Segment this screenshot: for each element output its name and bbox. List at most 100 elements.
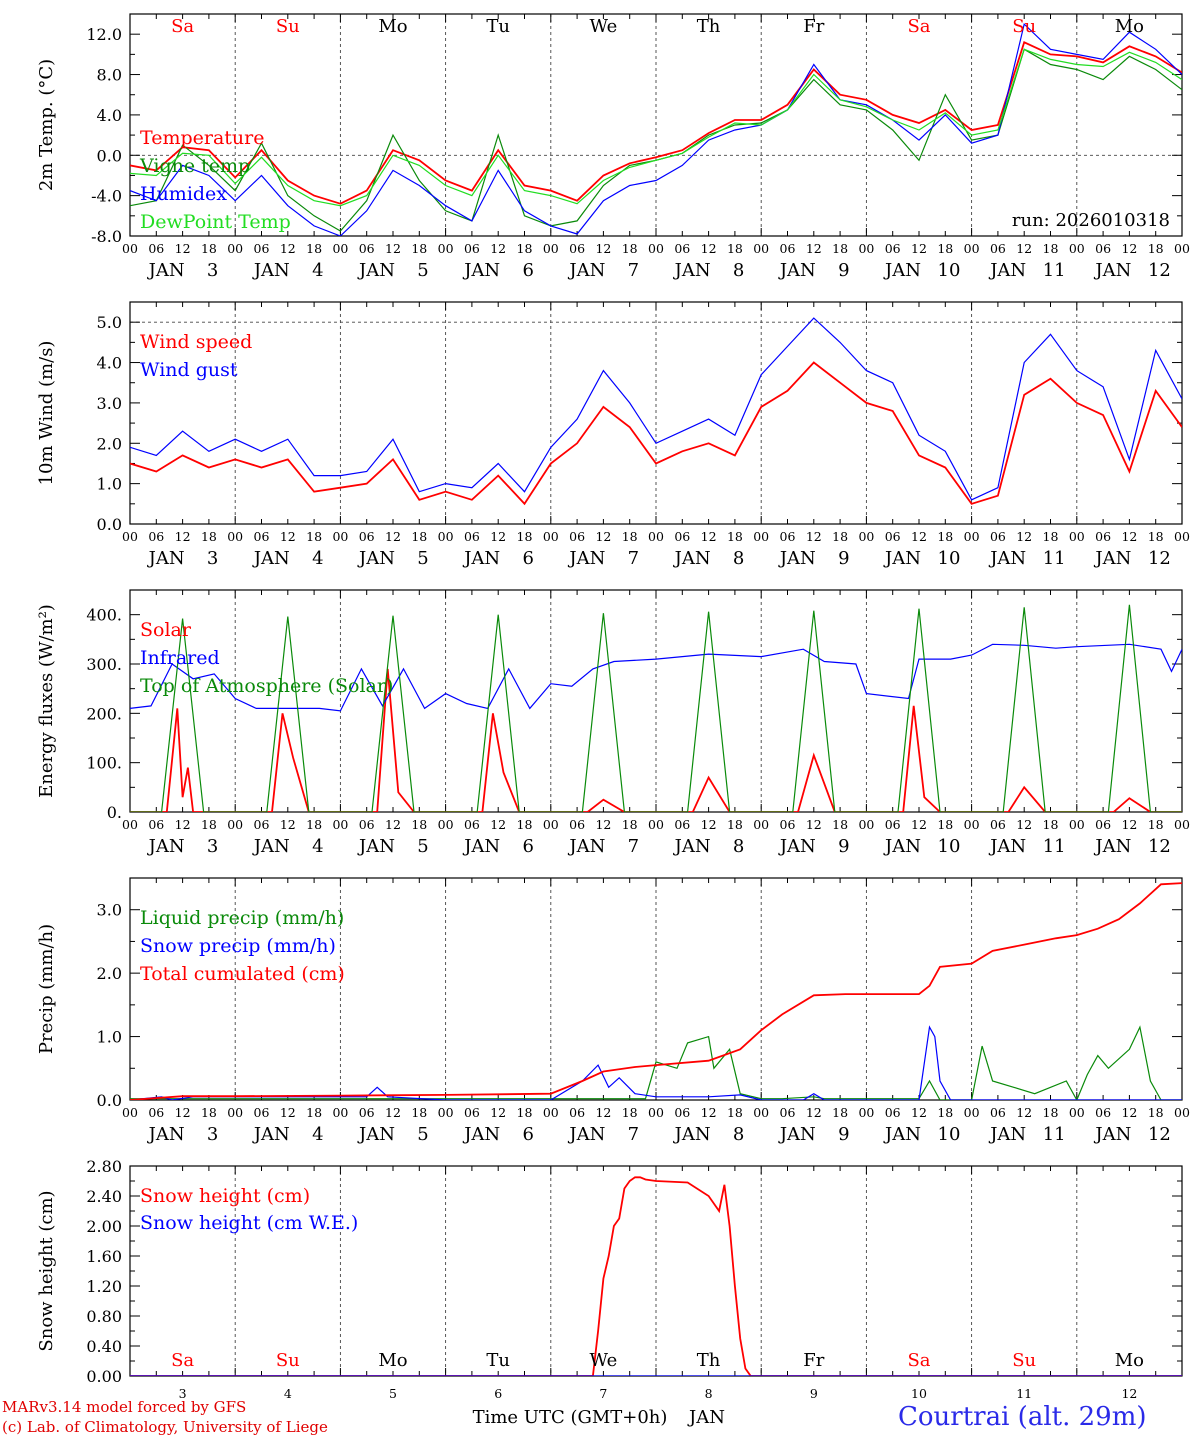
x-hour-label: 06 bbox=[569, 1105, 585, 1120]
x-hour-label: 12 bbox=[806, 817, 822, 832]
x-month-label: JAN bbox=[357, 548, 395, 569]
x-day-label: 3 bbox=[207, 1124, 218, 1145]
series-line-1 bbox=[130, 1176, 1182, 1376]
x-day-label: 9 bbox=[838, 548, 849, 569]
x-hour-label: 12 bbox=[911, 529, 927, 544]
x-hour-label: 06 bbox=[780, 241, 796, 256]
x-hour-label: 12 bbox=[911, 1105, 927, 1120]
x-hour-label: 00 bbox=[1174, 241, 1190, 256]
x-month-label: JAN bbox=[462, 548, 500, 569]
x-day-label: 6 bbox=[522, 1124, 533, 1145]
x-hour-label: 00 bbox=[1174, 1105, 1190, 1120]
weekday-label: Fr bbox=[803, 16, 824, 37]
x-hour-label: 12 bbox=[280, 241, 296, 256]
x-hour-label: 06 bbox=[464, 529, 480, 544]
x-hour-label: 06 bbox=[569, 241, 585, 256]
x-hour-label: 00 bbox=[543, 241, 559, 256]
x-hour-label: 06 bbox=[674, 817, 690, 832]
y-tick-label: 2.00 bbox=[86, 1217, 122, 1236]
x-hour-label: 18 bbox=[622, 1105, 638, 1120]
weekday-label: Mo bbox=[378, 16, 407, 37]
x-hour-label: 06 bbox=[254, 817, 270, 832]
x-day-label: 10 bbox=[938, 836, 961, 857]
x-day-label: 7 bbox=[628, 836, 639, 857]
y-tick-label: 2.0 bbox=[97, 434, 122, 453]
x-hour-label: 06 bbox=[1095, 817, 1111, 832]
x-month-label: JAN bbox=[1093, 1124, 1131, 1145]
x-hour-label: 00 bbox=[1174, 817, 1190, 832]
x-hour-label: 00 bbox=[1069, 817, 1085, 832]
x-hour-label: 00 bbox=[227, 817, 243, 832]
footer-day-number: 8 bbox=[705, 1386, 713, 1401]
x-hour-label: 18 bbox=[727, 529, 743, 544]
y-tick-label: 1.20 bbox=[86, 1277, 122, 1296]
legend-entry: Top of Atmosphere (Solar) bbox=[140, 675, 393, 697]
x-day-label: 12 bbox=[1148, 548, 1171, 569]
footer-day-number: 10 bbox=[911, 1386, 927, 1401]
x-day-label: 3 bbox=[207, 836, 218, 857]
footer-day-number: 3 bbox=[179, 1386, 187, 1401]
footer-day-number: 4 bbox=[284, 1386, 292, 1401]
credit-lab: (c) Lab. of Climatology, University of L… bbox=[2, 1418, 328, 1436]
x-day-label: 6 bbox=[522, 260, 533, 281]
x-month-label: JAN bbox=[147, 260, 185, 281]
x-hour-label: 12 bbox=[701, 241, 717, 256]
x-hour-label: 12 bbox=[1121, 241, 1137, 256]
x-hour-label: 18 bbox=[1043, 529, 1059, 544]
x-month-label: JAN bbox=[883, 1124, 921, 1145]
y-axis-label: Precip (mm/h) bbox=[36, 924, 57, 1054]
x-hour-label: 18 bbox=[1148, 241, 1164, 256]
x-hour-label: 18 bbox=[832, 1105, 848, 1120]
x-hour-label: 18 bbox=[411, 817, 427, 832]
x-hour-label: 00 bbox=[227, 1105, 243, 1120]
x-month-label: JAN bbox=[988, 836, 1026, 857]
x-month-label: JAN bbox=[252, 260, 290, 281]
legend-entry: Total cumulated (cm) bbox=[140, 963, 345, 985]
x-hour-label: 12 bbox=[175, 817, 191, 832]
x-hour-label: 00 bbox=[858, 241, 874, 256]
x-day-label: 4 bbox=[312, 1124, 323, 1145]
x-hour-label: 06 bbox=[148, 529, 164, 544]
x-hour-label: 18 bbox=[832, 817, 848, 832]
x-hour-label: 06 bbox=[148, 241, 164, 256]
x-day-label: 9 bbox=[838, 1124, 849, 1145]
x-hour-label: 12 bbox=[1121, 529, 1137, 544]
x-axis-title: Time UTC (GMT+0h) bbox=[473, 1407, 668, 1428]
y-tick-label: 300. bbox=[86, 655, 122, 674]
x-hour-label: 12 bbox=[490, 241, 506, 256]
weekday-label: We bbox=[590, 1350, 618, 1371]
series-line-3 bbox=[130, 22, 1182, 236]
x-hour-label: 00 bbox=[858, 817, 874, 832]
series-line-2 bbox=[130, 1025, 1182, 1100]
x-month-label: JAN bbox=[883, 548, 921, 569]
x-day-label: 8 bbox=[733, 836, 744, 857]
series-line-4 bbox=[130, 48, 1182, 207]
x-hour-label: 12 bbox=[911, 817, 927, 832]
x-month-label: JAN bbox=[252, 548, 290, 569]
x-day-label: 12 bbox=[1148, 836, 1171, 857]
x-hour-label: 00 bbox=[332, 1105, 348, 1120]
y-tick-label: 0.0 bbox=[97, 1091, 122, 1110]
legend-entry: Solar bbox=[140, 619, 192, 641]
x-day-label: 5 bbox=[417, 836, 428, 857]
x-month-label: JAN bbox=[462, 836, 500, 857]
x-month-label: JAN bbox=[1093, 836, 1131, 857]
x-hour-label: 12 bbox=[595, 817, 611, 832]
x-day-label: 7 bbox=[628, 1124, 639, 1145]
legend-entry: Snow height (cm W.E.) bbox=[140, 1212, 358, 1234]
x-hour-label: 06 bbox=[1095, 1105, 1111, 1120]
weekday-label: Mo bbox=[1115, 16, 1144, 37]
x-hour-label: 12 bbox=[1016, 529, 1032, 544]
y-tick-label: 2.80 bbox=[86, 1157, 122, 1176]
x-hour-label: 18 bbox=[411, 529, 427, 544]
legend-entry: Wind gust bbox=[140, 359, 238, 381]
x-month-label: JAN bbox=[778, 260, 816, 281]
weekday-label: Sa bbox=[171, 16, 194, 37]
x-hour-label: 18 bbox=[411, 1105, 427, 1120]
footer-day-number: 6 bbox=[494, 1386, 502, 1401]
legend-entry: Vigne temp bbox=[139, 155, 250, 177]
x-hour-label: 00 bbox=[543, 529, 559, 544]
x-hour-label: 18 bbox=[1043, 1105, 1059, 1120]
x-hour-label: 00 bbox=[122, 1105, 138, 1120]
x-hour-label: 06 bbox=[464, 817, 480, 832]
